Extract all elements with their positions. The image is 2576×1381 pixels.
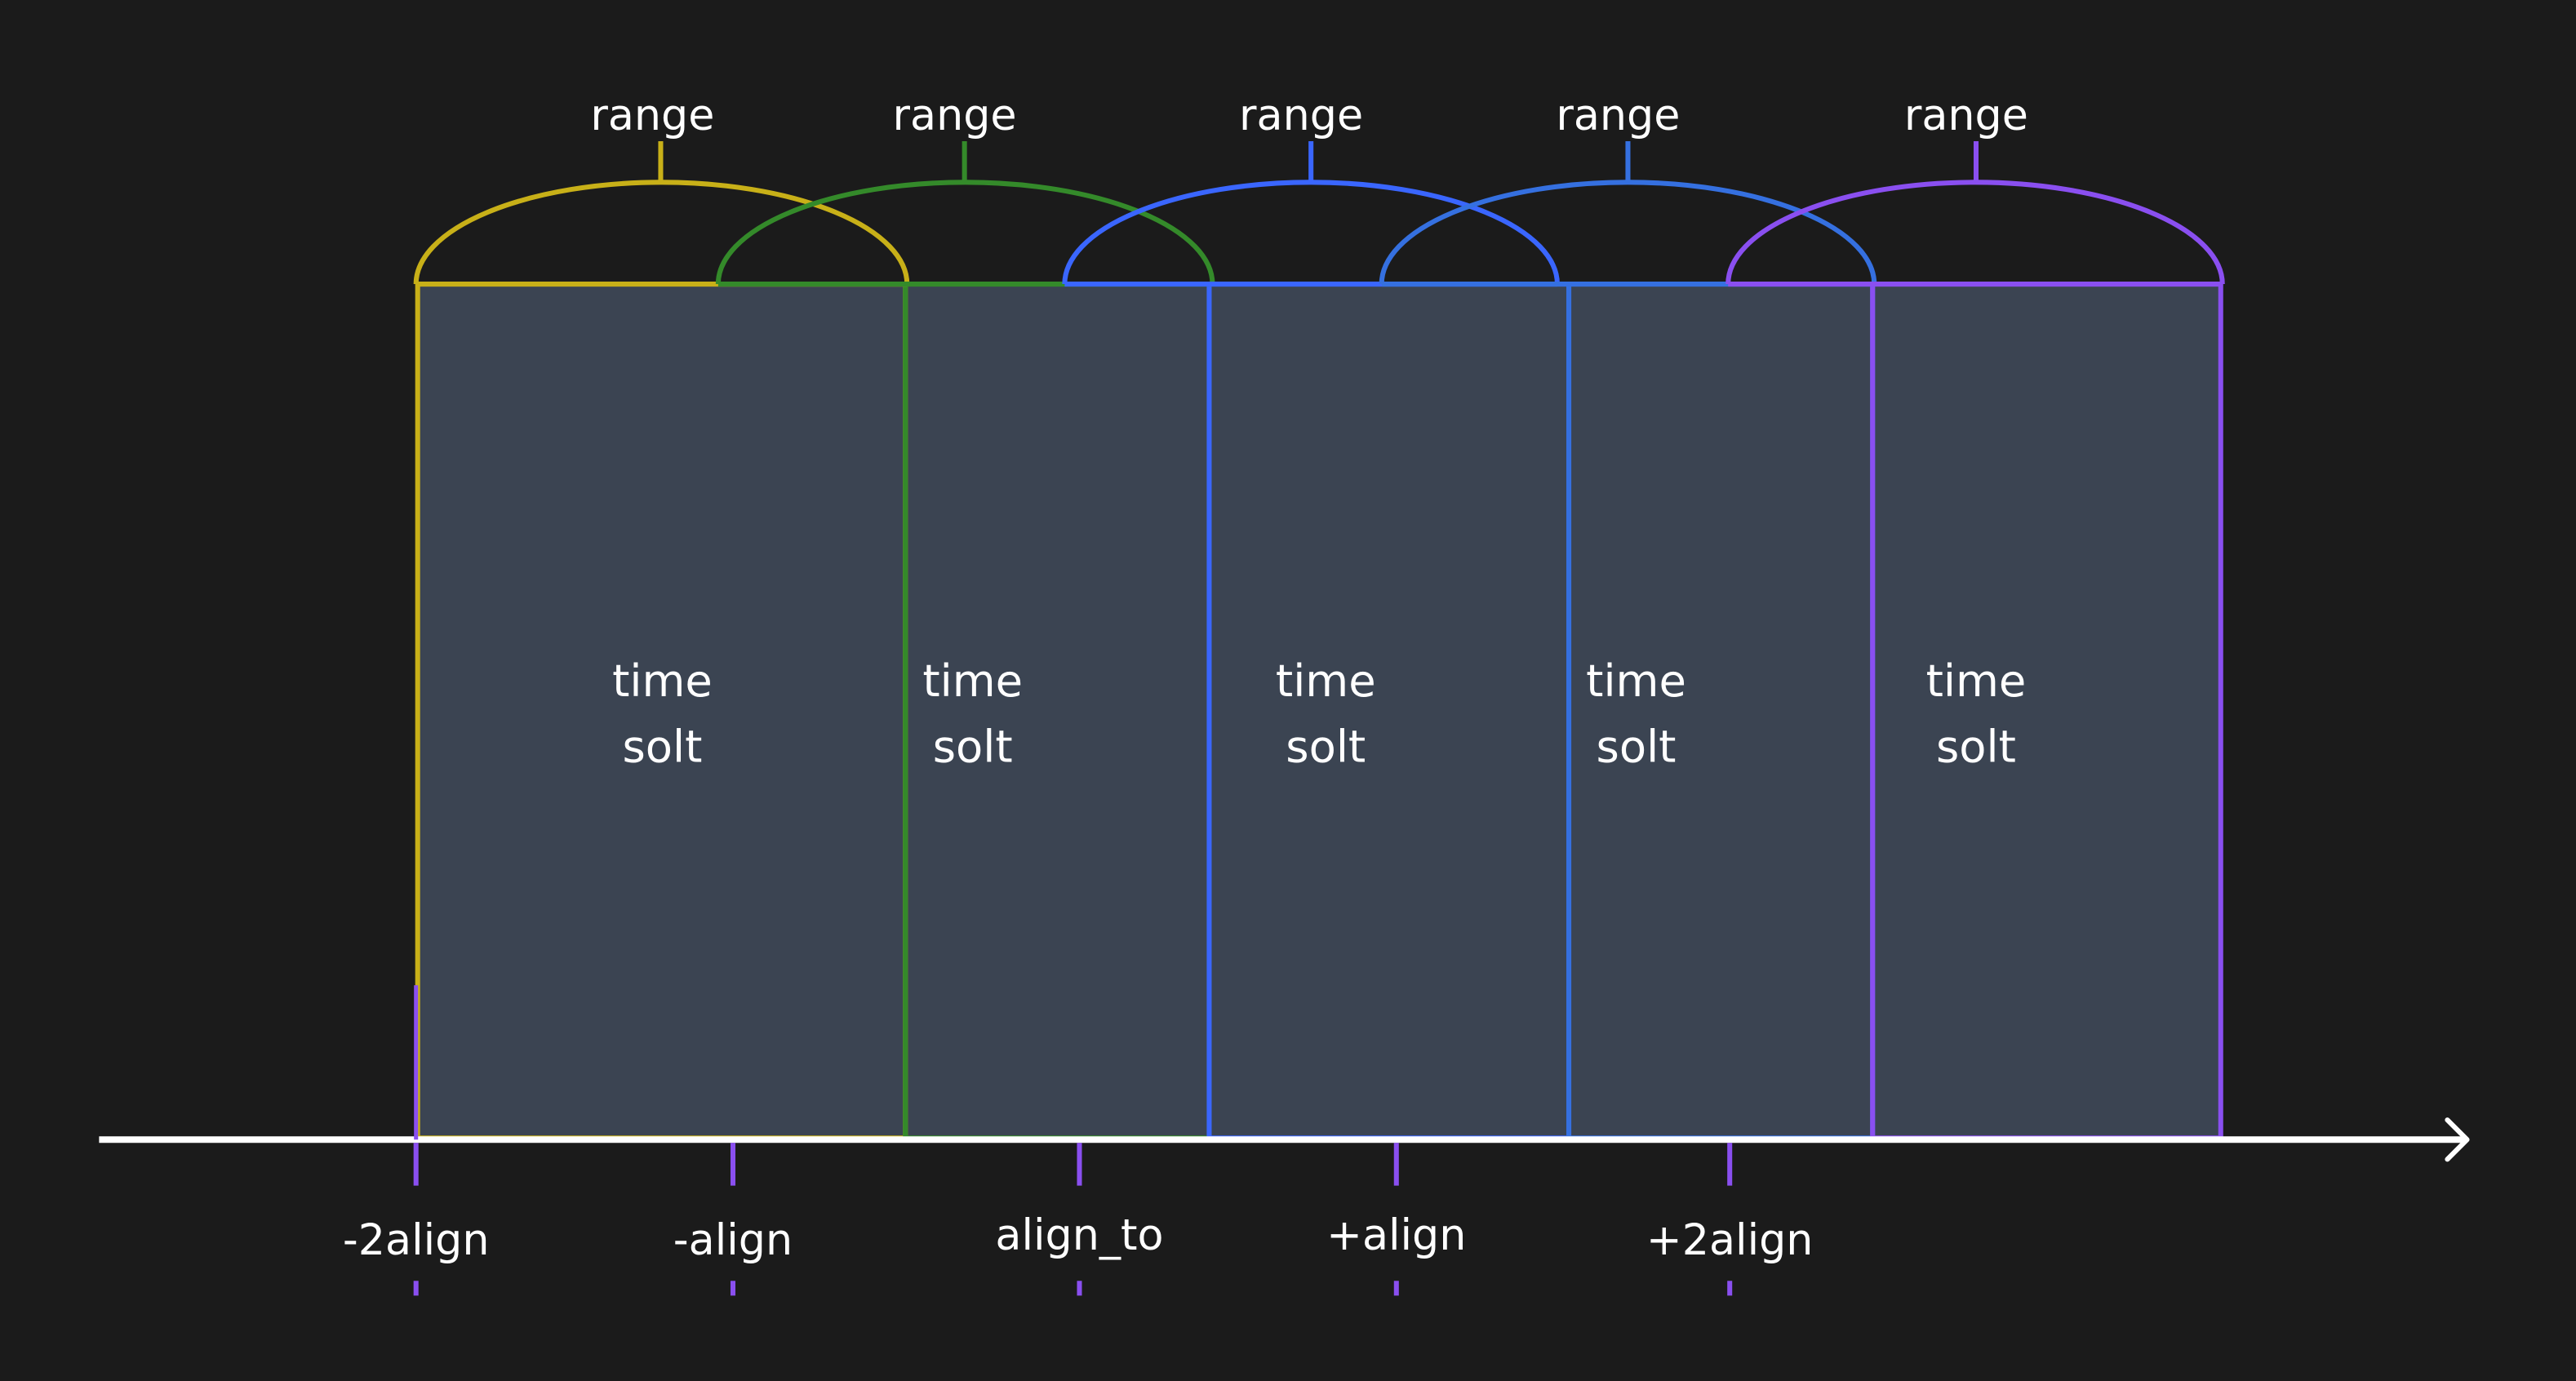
range-label: range	[1556, 91, 1680, 140]
align-tick-label: -align	[673, 1215, 793, 1265]
align-tick-label: +2align	[1646, 1215, 1814, 1265]
time-slot-label-line2: solt	[1936, 722, 2016, 773]
range-label: range	[590, 91, 714, 140]
time-slot-fill	[417, 284, 906, 1139]
range-label: range	[893, 91, 1017, 140]
time-slot-label-line2: solt	[933, 722, 1013, 773]
time-slot-label-line1: time	[1926, 655, 2027, 707]
range-label: range	[1904, 91, 2028, 140]
range-arc	[1379, 180, 1877, 285]
align-tick-label: -2align	[343, 1215, 490, 1265]
time-slot-label-line2: solt	[1597, 722, 1677, 773]
time-slot-fill	[1569, 284, 1873, 1139]
time-slot-label-line1: time	[922, 655, 1023, 707]
time-slot-label-line2: solt	[623, 722, 703, 773]
time-slot-label-line2: solt	[1286, 722, 1366, 773]
time-slot-fill	[1209, 284, 1570, 1139]
time-slot-label-line1: time	[612, 655, 713, 707]
time-slot-label-line1: time	[1586, 655, 1686, 707]
time-slot-fill	[1872, 284, 2221, 1139]
range-arc	[1062, 180, 1560, 285]
time-slot-label-line1: time	[1276, 655, 1376, 707]
axis-arrow-icon	[2445, 1117, 2470, 1162]
range-arc	[1725, 180, 2225, 285]
align-tick-label: +align	[1326, 1210, 1466, 1260]
range-label: range	[1239, 91, 1363, 140]
align-tick-label: align_to	[995, 1210, 1163, 1260]
time-slot-fill	[905, 284, 1210, 1139]
